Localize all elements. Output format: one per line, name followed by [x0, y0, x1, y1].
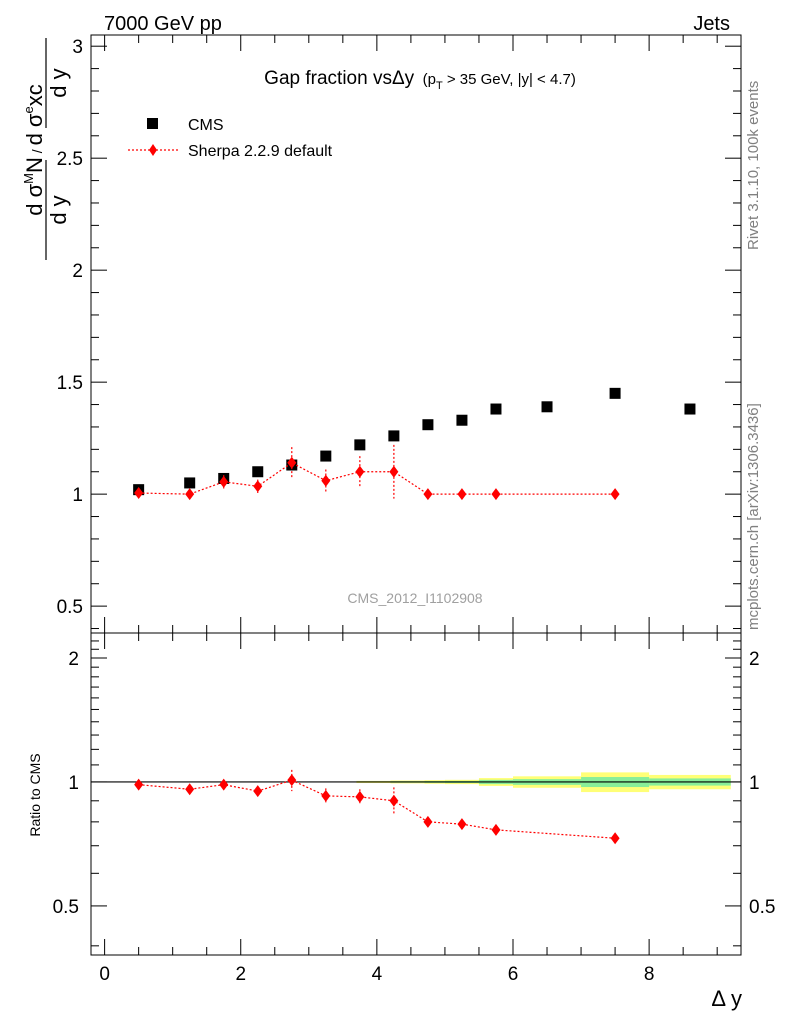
svg-text:d y: d y [46, 195, 71, 224]
cms-data-point [184, 477, 196, 489]
sherpa-data-point [389, 465, 399, 478]
ratio-ytick-label-right: 0.5 [749, 897, 775, 918]
header-left: 7000 GeV pp [104, 13, 222, 35]
main-ylabel: d σMN / d σexc [21, 84, 47, 216]
main-ytick-label: 0.5 [57, 597, 83, 618]
cms-data-point [354, 439, 366, 451]
sherpa-data-point [457, 488, 467, 501]
cms-data-point [252, 466, 264, 478]
main-ytick-label: 1 [72, 485, 83, 506]
sherpa-ratio-data-point [134, 778, 144, 791]
main-ylabel-denominator: d y d y [45, 38, 71, 260]
legend-sherpa-label: Sherpa 2.2.9 default [188, 143, 333, 160]
ratio-xtick-label: 4 [372, 964, 383, 985]
sherpa-ratio-data-point [355, 790, 365, 803]
cms-data-point [684, 403, 696, 415]
sherpa-ratio-data-point [423, 815, 433, 828]
rivet-label: Rivet 3.1.10, 100k events [745, 80, 762, 250]
sherpa-data-point [355, 465, 365, 478]
main-ytick-label: 1.5 [57, 373, 83, 394]
sherpa-line [138, 462, 616, 495]
svg-text:d y: d y [46, 68, 71, 97]
sherpa-data-point [185, 488, 195, 501]
legend-cms-marker [147, 118, 158, 129]
sherpa-ratio-data-point [287, 774, 297, 787]
sherpa-data-point [610, 488, 620, 501]
sherpa-ratio-data-point [219, 778, 229, 791]
main-ytick-label: 2.5 [57, 149, 83, 170]
ratio-xtick-label: 6 [508, 964, 519, 985]
cms-data-point [456, 414, 468, 426]
sherpa-ratio-line [138, 779, 616, 839]
sherpa-ratio-data-point [491, 823, 501, 836]
ratio-ylabel: Ratio to CMS [27, 753, 43, 836]
x-axis-label: Δ y [711, 986, 742, 1011]
ratio-xtick-label: 8 [644, 964, 655, 985]
cms-data-point [609, 387, 621, 399]
sherpa-ratio-data-point [321, 789, 331, 802]
title-sub-t: T [436, 80, 443, 92]
cms-data-point [422, 419, 434, 431]
ratio-xtick-label: 0 [99, 964, 110, 985]
analysis-watermark: CMS_2012_I1102908 [347, 590, 482, 606]
title-sub: (p [423, 71, 436, 88]
sherpa-data-point [423, 488, 433, 501]
mcplots-label: mcplots.cern.ch [arXiv:1306.3436] [745, 403, 762, 630]
sherpa-ratio-data-point [253, 785, 263, 798]
ratio-ytick-label-right: 1 [749, 773, 760, 794]
sherpa-data-point [253, 480, 263, 493]
cms-data-point [320, 450, 332, 462]
cms-data-point [541, 401, 553, 413]
cms-data-point [490, 403, 502, 415]
ratio-ytick-label-left: 2 [68, 649, 79, 670]
sherpa-data-point [287, 456, 297, 469]
legend: CMS Sherpa 2.2.9 default [128, 117, 333, 160]
sherpa-data-point [134, 487, 144, 500]
sherpa-ratio-data-point [457, 818, 467, 831]
sherpa-data-point [219, 475, 229, 488]
sherpa-ratio-data-point [389, 794, 399, 807]
ratio-xtick-label: 2 [235, 964, 246, 985]
title-main: Gap fraction vsΔy [264, 68, 414, 89]
legend-sherpa-marker [149, 144, 157, 156]
header-right: Jets [693, 13, 730, 35]
cms-data-point [388, 430, 400, 442]
ratio-panel-frame [90, 632, 742, 956]
chart-title: Gap fraction vsΔy (pT > 35 GeV, |y| < 4.… [264, 68, 576, 92]
main-plot-layer: 0.5 1 1.5 2 2.5 3 [57, 35, 741, 633]
ratio-ytick-label-right: 2 [749, 649, 760, 670]
sherpa-ratio-data-point [610, 832, 620, 845]
legend-cms-label: CMS [188, 117, 224, 134]
svg-text:d σMN / d σexc: d σMN / d σexc [21, 84, 47, 216]
sherpa-data-point [491, 488, 501, 501]
sherpa-ratio-data-point [185, 783, 195, 796]
sherpa-data-point [321, 474, 331, 487]
title-sub-rest: > 35 GeV, |y| < 4.7) [443, 71, 576, 88]
main-ytick-label: 2 [72, 261, 83, 282]
main-ytick-label: 3 [72, 37, 83, 58]
ratio-ytick-label-left: 0.5 [53, 897, 79, 918]
ratio-ytick-label-left: 1 [68, 773, 79, 794]
ratio-plot-layer: 0 2 4 6 8 0.5 0.5 1 1 2 2 [53, 633, 775, 985]
